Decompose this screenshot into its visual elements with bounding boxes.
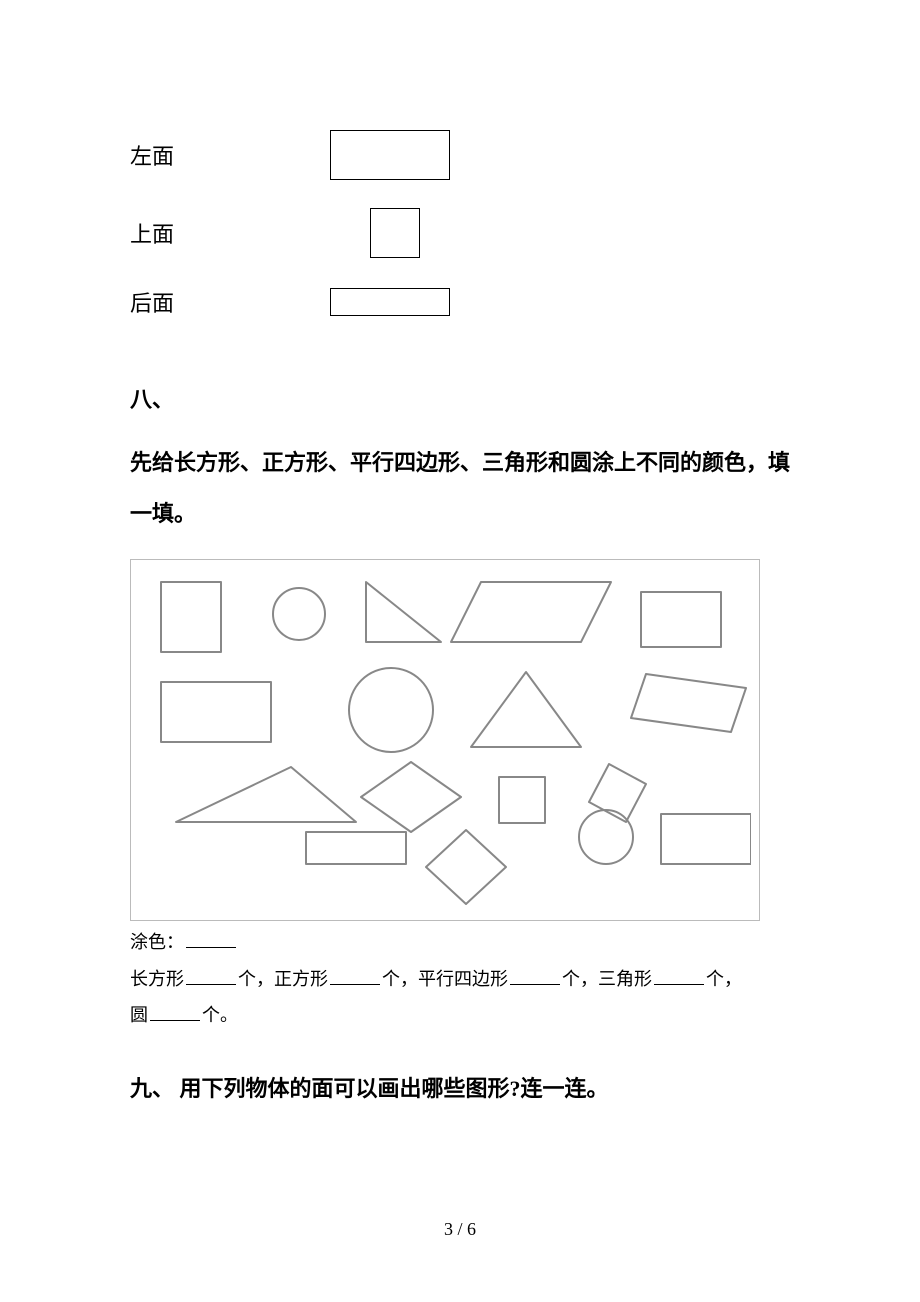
- blank-rect: [186, 967, 236, 985]
- fill-part-square: 个，正方形: [238, 969, 328, 989]
- face-row-left: 左面: [130, 130, 790, 180]
- page-number: 3 / 6: [0, 1219, 920, 1240]
- section-8-number: 八、: [130, 382, 790, 414]
- fill-color-line: 涂色：: [130, 927, 790, 958]
- fill-part-tri: 个，三角形: [562, 969, 652, 989]
- fill-part-end1: 个，: [706, 969, 742, 989]
- shapes-svg: [141, 572, 751, 912]
- blank-tri: [654, 967, 704, 985]
- blank-square: [330, 967, 380, 985]
- fill-counts-line1: 长方形 个，正方形 个，平行四边形 个，三角形 个，: [130, 964, 790, 995]
- shapes-figure-box: [130, 559, 760, 921]
- blank-color: [186, 930, 236, 948]
- section-9-text: 九、 用下列物体的面可以画出哪些图形?连一连。: [130, 1071, 790, 1103]
- face-label-back: 后面: [130, 286, 330, 318]
- fill-counts-line2: 圆 个。: [130, 1000, 790, 1031]
- fill-color-label: 涂色：: [130, 932, 184, 952]
- top-face-shape: [370, 208, 420, 258]
- blank-circle: [150, 1003, 200, 1021]
- fill-part-rect: 长方形: [130, 969, 184, 989]
- fill-part-end2: 个。: [202, 1005, 238, 1025]
- blank-para: [510, 967, 560, 985]
- page-content: 左面 上面 后面 八、 先给长方形、正方形、平行四边形、三角形和圆涂上不同的颜色…: [0, 0, 920, 1103]
- face-label-left: 左面: [130, 139, 330, 171]
- fill-part-para: 个，平行四边形: [382, 969, 508, 989]
- fill-part-circle: 圆: [130, 1005, 148, 1025]
- left-face-shape: [330, 130, 450, 180]
- face-row-back: 后面: [130, 286, 790, 318]
- section-8-instruction: 先给长方形、正方形、平行四边形、三角形和圆涂上不同的颜色，填一填。: [130, 438, 790, 539]
- back-face-shape: [330, 288, 450, 316]
- face-label-top: 上面: [130, 217, 330, 249]
- face-row-top: 上面: [130, 208, 790, 258]
